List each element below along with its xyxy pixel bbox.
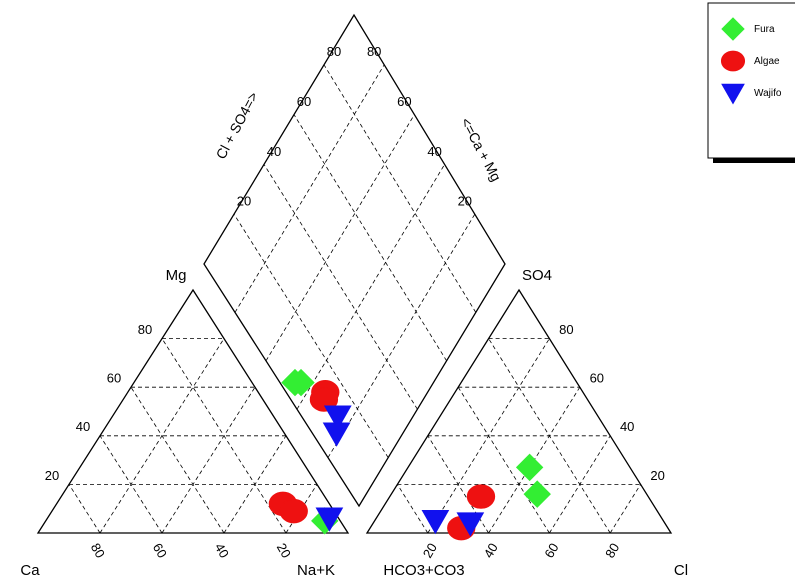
wajifo-anion-point: [421, 509, 450, 535]
algae-diamond-point: [309, 387, 339, 412]
diamond-grid-a: [296, 164, 445, 410]
wajifo-cation-point: [315, 507, 344, 532]
anion-bottom-tick: 20: [420, 540, 440, 560]
cation-grid-b: [161, 386, 256, 534]
cation-left-tick: 80: [138, 322, 152, 337]
cation-left-corner-label: Ca: [20, 562, 40, 579]
cation-bottom-tick: 80: [88, 540, 108, 560]
cation-left-tick: 40: [76, 419, 90, 434]
diamond-grid-a: [327, 213, 476, 458]
fura-legend-label: Fura: [754, 24, 775, 35]
cation-grid-a: [161, 338, 287, 534]
wajifo-anion-point: [456, 512, 485, 537]
anion-bottom-tick: 80: [602, 540, 622, 560]
grid-layer: [68, 64, 641, 534]
cation-left-tick: 60: [107, 371, 121, 386]
cation-bottom-tick: 20: [274, 540, 294, 560]
point-layer: [268, 368, 551, 541]
wajifo-diamond-point: [322, 422, 351, 447]
diamond-right-axis-label: <=Ca + Mg: [458, 115, 505, 184]
anion-right-tick: 80: [559, 322, 573, 337]
anion-right-tick: 40: [620, 419, 634, 434]
algae-anion-point: [466, 484, 496, 509]
diamond-left-tick: 80: [327, 44, 341, 59]
legend-items: Fura Algae Wajifo: [720, 17, 782, 105]
fura-anion-point: [515, 453, 544, 482]
algae-legend-marker: [720, 50, 746, 72]
anion-grid-a: [457, 386, 550, 534]
diamond-field: [203, 13, 506, 508]
anion-bottom-tick: 60: [541, 540, 561, 560]
anion-top-corner-label: SO4: [522, 267, 552, 284]
anion-left-corner-label: HCO3+CO3: [383, 562, 464, 579]
anion-right-tick: 60: [590, 371, 604, 386]
cation-bottom-tick: 40: [212, 540, 232, 560]
diamond-grid-a: [234, 64, 385, 313]
wajifo-legend-marker: [721, 83, 745, 105]
diamond-right-tick: 60: [397, 94, 411, 109]
anion-triangle: [365, 288, 673, 534]
diamond-grid-a: [265, 114, 415, 362]
diamond-left-tick: 60: [297, 94, 311, 109]
anion-bottom-tick: 40: [481, 540, 501, 560]
diamond-left-tick: 20: [237, 194, 251, 209]
anion-grid-b: [427, 338, 550, 534]
cation-grid-a: [68, 484, 101, 534]
algae-cation-point: [279, 498, 308, 524]
cation-bottom-tick: 60: [150, 540, 170, 560]
diamond-grid-b: [293, 114, 447, 362]
anion-right-tick: 20: [650, 468, 664, 483]
fura-legend-marker: [721, 17, 745, 41]
frame-layer: [36, 13, 673, 534]
diamond-right-tick: 80: [367, 44, 381, 59]
fura-anion-point: [523, 480, 551, 508]
diamond-grid-b: [263, 164, 418, 410]
diamond-grid-b: [233, 213, 389, 458]
wajifo-diamond-point: [323, 405, 352, 430]
cation-left-tick: 20: [45, 468, 59, 483]
diamond-right-tick: 20: [458, 194, 472, 209]
algae-legend-label: Algae: [754, 56, 780, 67]
legend-box: [707, 2, 795, 159]
fura-diamond-point: [287, 368, 315, 397]
cation-top-corner-label: Mg: [166, 267, 187, 284]
anion-grid-b: [609, 484, 641, 534]
anion-right-corner-label: Cl: [674, 562, 688, 579]
diamond-right-tick: 40: [427, 144, 441, 159]
anion-grid-a: [488, 338, 611, 534]
cation-grid-b: [99, 338, 225, 534]
diamond-left-tick: 40: [267, 144, 281, 159]
cation-right-corner-label: Na+K: [297, 562, 335, 579]
cation-grid-a: [130, 386, 225, 534]
diamond-left-axis-label: Cl + SO4=>: [213, 89, 262, 161]
cation-triangle: [36, 288, 350, 534]
legend: Fura Algae Wajifo: [707, 2, 795, 163]
wajifo-legend-label: Wajifo: [754, 88, 782, 99]
anion-grid-a: [397, 484, 429, 534]
